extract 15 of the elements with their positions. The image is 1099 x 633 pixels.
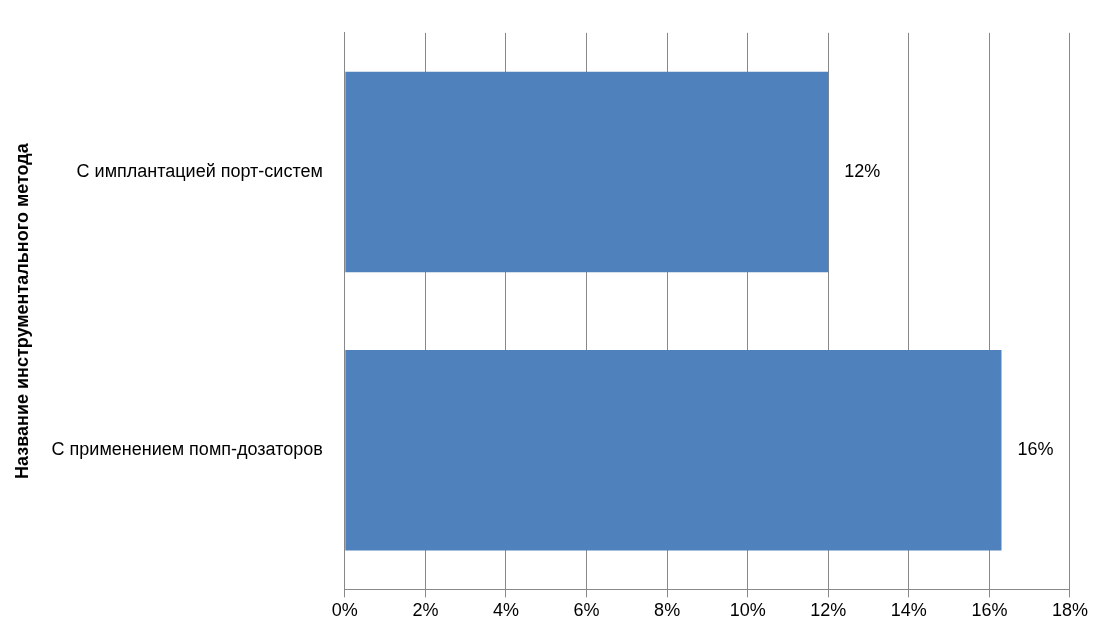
x-tick-label: 6% <box>573 600 600 621</box>
y-tick-label: С применением помп-дозаторов <box>51 439 323 460</box>
y-tick-label: С имплантацией порт-систем <box>76 160 323 181</box>
x-tick-label: 12% <box>810 600 847 621</box>
x-tick-label: 18% <box>1051 600 1088 621</box>
x-tick-label: 8% <box>654 600 681 621</box>
x-tick-label: 14% <box>890 600 927 621</box>
x-tick-label: 0% <box>331 600 358 621</box>
x-tick-label: 16% <box>971 600 1008 621</box>
x-tick-label: 2% <box>412 600 439 621</box>
x-tick-label: 4% <box>492 600 519 621</box>
x-tick-label: 10% <box>729 600 766 621</box>
data-label: 12% <box>844 160 881 181</box>
y-axis-title: Название инструментального метода <box>11 142 32 479</box>
data-label: 16% <box>1017 439 1054 460</box>
